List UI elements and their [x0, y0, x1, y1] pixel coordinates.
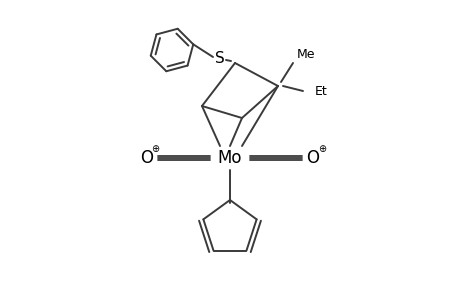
- Text: O: O: [306, 149, 319, 167]
- Text: S: S: [215, 50, 224, 65]
- Text: Me: Me: [297, 47, 315, 61]
- Text: ⊕: ⊕: [317, 144, 325, 154]
- Text: Et: Et: [314, 85, 327, 98]
- Text: O: O: [140, 149, 153, 167]
- Text: ⊕: ⊕: [151, 144, 159, 154]
- Text: Mo: Mo: [217, 149, 242, 167]
